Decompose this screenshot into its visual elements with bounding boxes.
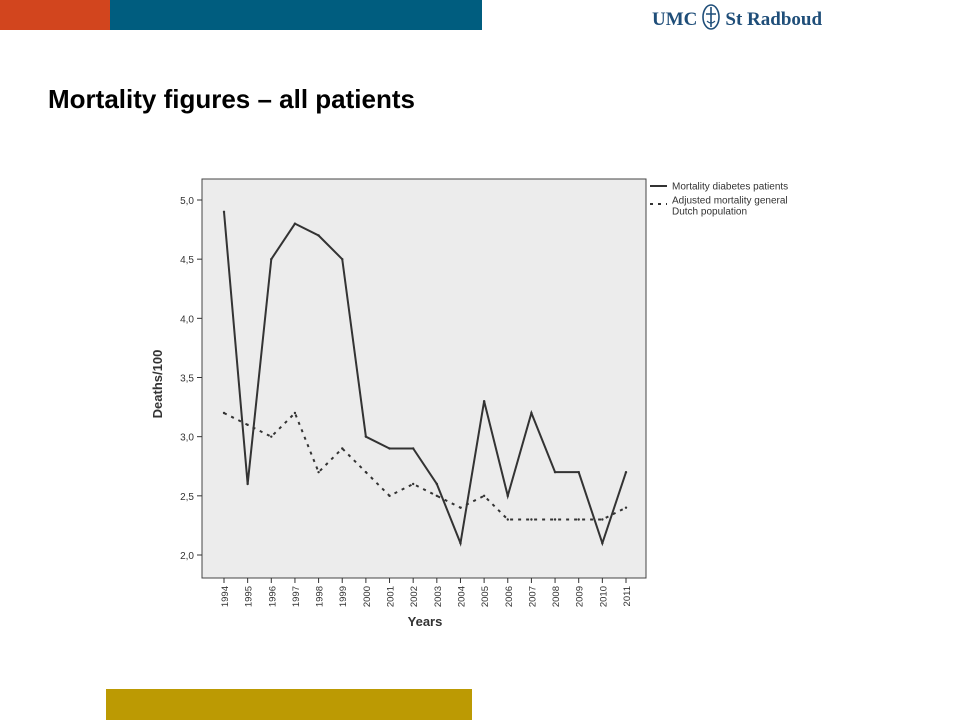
data-point-population: [624, 506, 628, 509]
plot-area: [201, 178, 647, 579]
data-point-diabetes: [364, 435, 368, 438]
y-tick-label: 4,0: [180, 314, 194, 325]
x-tick-label: 2002: [409, 586, 420, 607]
gold-footer-bar: [106, 689, 472, 720]
data-point-population: [482, 494, 486, 498]
y-tick-label: 3,5: [180, 374, 194, 385]
x-tick-label: 2000: [362, 586, 373, 607]
data-point-population: [577, 518, 580, 521]
data-point-population: [364, 470, 368, 474]
data-point-population: [459, 506, 462, 509]
data-point-diabetes: [388, 447, 391, 450]
data-point-population: [388, 494, 391, 498]
data-point-population: [506, 518, 509, 521]
data-point-population: [222, 411, 226, 415]
x-tick-label: 2007: [527, 586, 538, 607]
x-tick-label: 2009: [575, 586, 586, 607]
data-point-diabetes: [341, 257, 344, 261]
y-tick-label: 5,0: [180, 196, 194, 207]
data-point-population: [530, 518, 533, 521]
data-point-diabetes: [246, 482, 249, 486]
x-tick-label: 2005: [480, 586, 491, 607]
data-point-diabetes: [435, 482, 439, 486]
red-accent-bar: [0, 0, 110, 30]
data-point-diabetes: [530, 411, 533, 415]
x-tick-label: 2001: [386, 586, 397, 607]
data-point-population: [341, 447, 344, 450]
data-point-population: [246, 423, 249, 427]
radboud-seal-icon: [701, 2, 721, 38]
data-point-diabetes: [411, 447, 415, 450]
x-tick-label: 2006: [504, 586, 515, 607]
data-point-population: [435, 494, 439, 498]
x-tick-label: 2011: [622, 586, 633, 606]
logo-st-radboud-text: St Radboud: [725, 9, 823, 30]
data-point-population: [601, 518, 604, 521]
data-point-diabetes: [601, 541, 604, 545]
data-point-population: [411, 482, 415, 486]
data-point-diabetes: [317, 234, 320, 237]
data-point-diabetes: [553, 470, 557, 474]
series-line-dutch-population: [223, 411, 627, 521]
teal-header-bar: [110, 0, 482, 30]
page-title: Mortality figures – all patients: [48, 84, 415, 114]
y-tick-label: 2,0: [180, 551, 194, 562]
data-point-population: [553, 518, 557, 521]
legend-label-diabetes: Mortality diabetes patients: [672, 182, 788, 193]
y-tick-label: 3,0: [180, 433, 194, 444]
y-axis-title: Deaths/100: [150, 350, 165, 419]
data-point-diabetes: [624, 470, 628, 474]
data-point-diabetes: [293, 222, 297, 225]
data-point-population: [317, 470, 320, 474]
data-point-population: [293, 411, 297, 415]
data-point-diabetes: [577, 470, 580, 474]
legend-label-population: Adjusted mortality general: [672, 196, 788, 207]
x-tick-label: 1994: [220, 586, 231, 607]
x-tick-label: 1995: [244, 586, 255, 607]
umc-st-radboud-logo: UMC St Radboud: [652, 2, 822, 38]
data-point-diabetes: [270, 257, 273, 261]
data-point-diabetes: [222, 210, 226, 214]
data-point-diabetes: [506, 494, 509, 498]
x-tick-label: 1999: [338, 586, 349, 607]
x-tick-label: 1998: [315, 586, 326, 607]
series-line-diabetes-patients: [223, 211, 627, 547]
data-point-population: [270, 435, 273, 438]
legend-label-population: Dutch population: [672, 207, 747, 218]
x-tick-label: 1996: [267, 586, 278, 607]
data-point-diabetes: [459, 541, 462, 545]
x-tick-label: 2003: [433, 586, 444, 607]
x-tick-label: 2010: [598, 586, 609, 607]
x-tick-label: 1997: [291, 586, 302, 607]
y-tick-label: 4,5: [180, 255, 194, 266]
data-point-diabetes: [482, 399, 486, 403]
x-axis-title: Years: [408, 614, 443, 629]
x-tick-label: 2008: [551, 586, 562, 607]
y-tick-label: 2,5: [180, 492, 194, 503]
x-tick-label: 2004: [456, 586, 467, 607]
logo-umc-text: UMC: [652, 9, 698, 30]
